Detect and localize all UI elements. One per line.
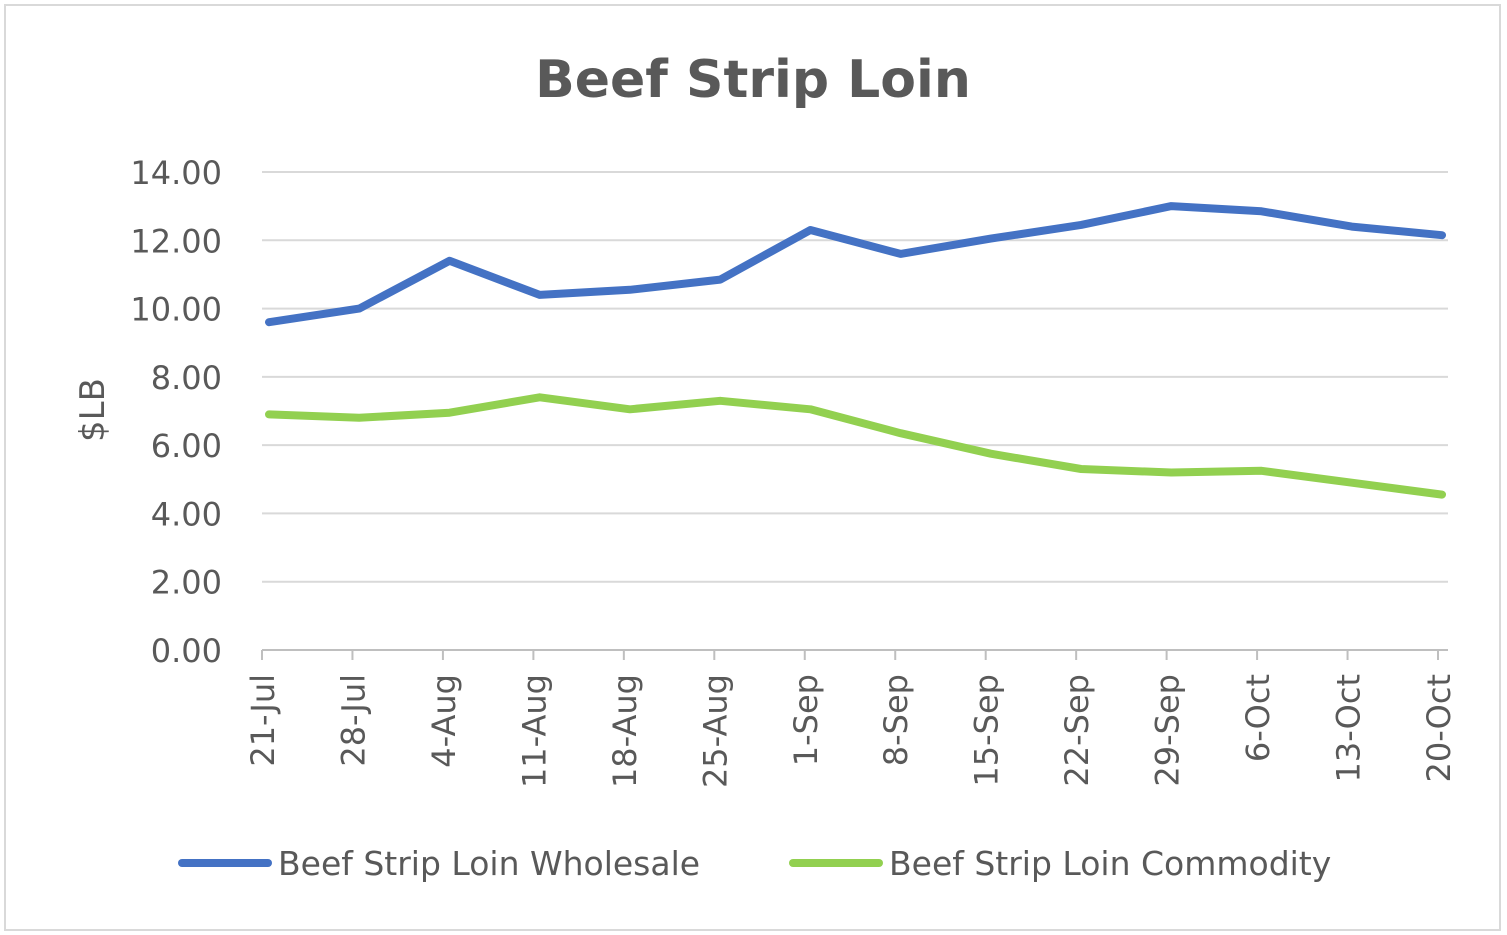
x-tick-label: 6-Oct <box>1239 674 1277 762</box>
y-tick-label: 0.00 <box>151 632 222 670</box>
x-tick-label: 15-Sep <box>968 674 1006 787</box>
x-tick-label: 11-Aug <box>515 674 553 788</box>
y-tick-label: 14.00 <box>130 154 222 192</box>
x-tick-label: 22-Sep <box>1058 674 1096 787</box>
x-tick-label: 8-Sep <box>877 674 915 766</box>
y-tick-label: 10.00 <box>130 291 222 329</box>
legend-label: Beef Strip Loin Commodity <box>889 844 1331 883</box>
x-tick-label: 25-Aug <box>696 674 734 788</box>
chart-title: Beef Strip Loin <box>535 50 971 110</box>
legend: Beef Strip Loin Wholesale Beef Strip Loin… <box>178 844 1331 883</box>
x-tick-label: 18-Aug <box>606 674 644 788</box>
gridlines <box>262 171 1448 583</box>
series-line-wholesale <box>265 202 1446 327</box>
x-tick-label: 29-Sep <box>1149 674 1187 787</box>
x-tick-label: 4-Aug <box>425 674 463 768</box>
legend-label: Beef Strip Loin Wholesale <box>278 844 700 883</box>
y-tick-label: 2.00 <box>151 564 222 602</box>
y-tick-label: 4.00 <box>151 495 222 533</box>
x-tick-label: 28-Jul <box>334 674 372 767</box>
y-tick-label: 6.00 <box>151 427 222 465</box>
x-tick-label: 21-Jul <box>244 674 282 767</box>
x-axis <box>261 649 1448 660</box>
y-tick-label: 12.00 <box>130 222 222 260</box>
x-axis-ticks: 21-Jul 28-Jul 4-Aug 11-Aug 18-Aug 25-Aug 1-Sep… <box>244 674 1458 788</box>
y-axis-ticks: 0.00 2.00 4.00 6.00 8.00 10.00 12.00 14.00 <box>130 154 222 670</box>
series-line-commodity <box>265 393 1446 499</box>
series-lines <box>265 202 1446 499</box>
x-tick-label: 13-Oct <box>1330 674 1368 782</box>
y-tick-label: 8.00 <box>151 359 222 397</box>
x-tick-label: 1-Sep <box>787 674 825 766</box>
y-axis-title: $LB <box>73 378 113 442</box>
x-tick-label: 20-Oct <box>1420 674 1458 782</box>
